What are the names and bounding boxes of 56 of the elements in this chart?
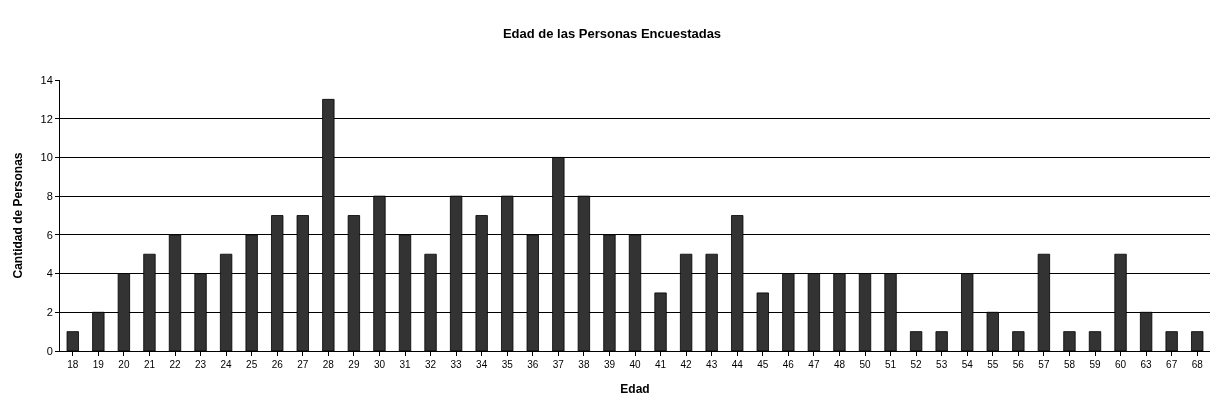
x-tick-label: 38 [578,359,590,370]
chart-title: Edad de las Personas Encuestadas [502,25,722,41]
x-tick-label: 37 [552,359,565,370]
x-tick-label: 19 [92,359,105,370]
x-tick-label: 35 [501,359,514,370]
y-tick-label: 2 [46,306,53,319]
y-axis-title: Cantidad de Personas [10,152,25,279]
x-tick-label: 58 [1063,359,1076,370]
x-tick-label: 26 [271,359,284,370]
x-tick-label: 34 [476,359,488,370]
x-tick-label: 54 [961,359,974,370]
x-tick-label: 41 [655,359,667,370]
x-tick-label: 45 [757,359,769,370]
x-axis-title: Edad [620,381,650,396]
y-tick-label: 12 [40,112,53,125]
x-tick-label: 50 [859,359,871,370]
y-tick-label: 0 [46,344,53,357]
x-tick-label: 30 [373,359,386,370]
x-tick-label: 27 [297,359,309,370]
x-tick-label: 55 [987,359,999,370]
x-tick-label: 42 [680,359,693,370]
x-tick-label: 46 [782,359,795,370]
x-tick-label: 25 [246,359,258,370]
x-tick-label: 47 [808,359,820,370]
x-tick-label: 36 [527,359,539,370]
x-tick-label: 39 [603,359,616,370]
x-tick-label: 59 [1089,359,1101,370]
y-tick-label: 4 [46,267,53,280]
x-tick-label: 20 [118,359,130,370]
x-tick-label: 22 [169,359,181,370]
x-tick-label: 31 [399,359,411,370]
x-tick-label: 32 [425,359,437,370]
x-tick-label: 48 [833,359,846,370]
x-tick-label: 52 [910,359,923,370]
y-tick-label: 8 [46,189,53,202]
y-tick-label: 14 [40,73,53,86]
x-tick-label: 40 [629,359,641,370]
x-tick-label: 63 [1140,359,1153,370]
x-tick-label: 23 [195,359,207,370]
x-tick-label: 51 [885,359,897,370]
x-tick-label: 33 [450,359,463,370]
x-tick-label: 21 [143,359,156,370]
x-tick-label: 57 [1038,359,1050,370]
x-tick-label: 56 [1012,359,1025,370]
x-tick-label: 68 [1191,359,1204,370]
x-tick-label: 43 [706,359,718,370]
x-tick-label: 60 [1115,359,1127,370]
x-tick-label: 24 [220,359,233,370]
x-tick-label: 44 [731,359,744,370]
x-tick-label: 28 [322,359,335,370]
y-tick-label: 6 [46,228,53,241]
y-tick-label: 10 [40,151,53,164]
x-tick-label: 18 [67,359,79,370]
x-tick-label: 29 [348,359,360,370]
x-tick-label: 67 [1166,359,1178,370]
x-tick-label: 53 [936,359,948,370]
